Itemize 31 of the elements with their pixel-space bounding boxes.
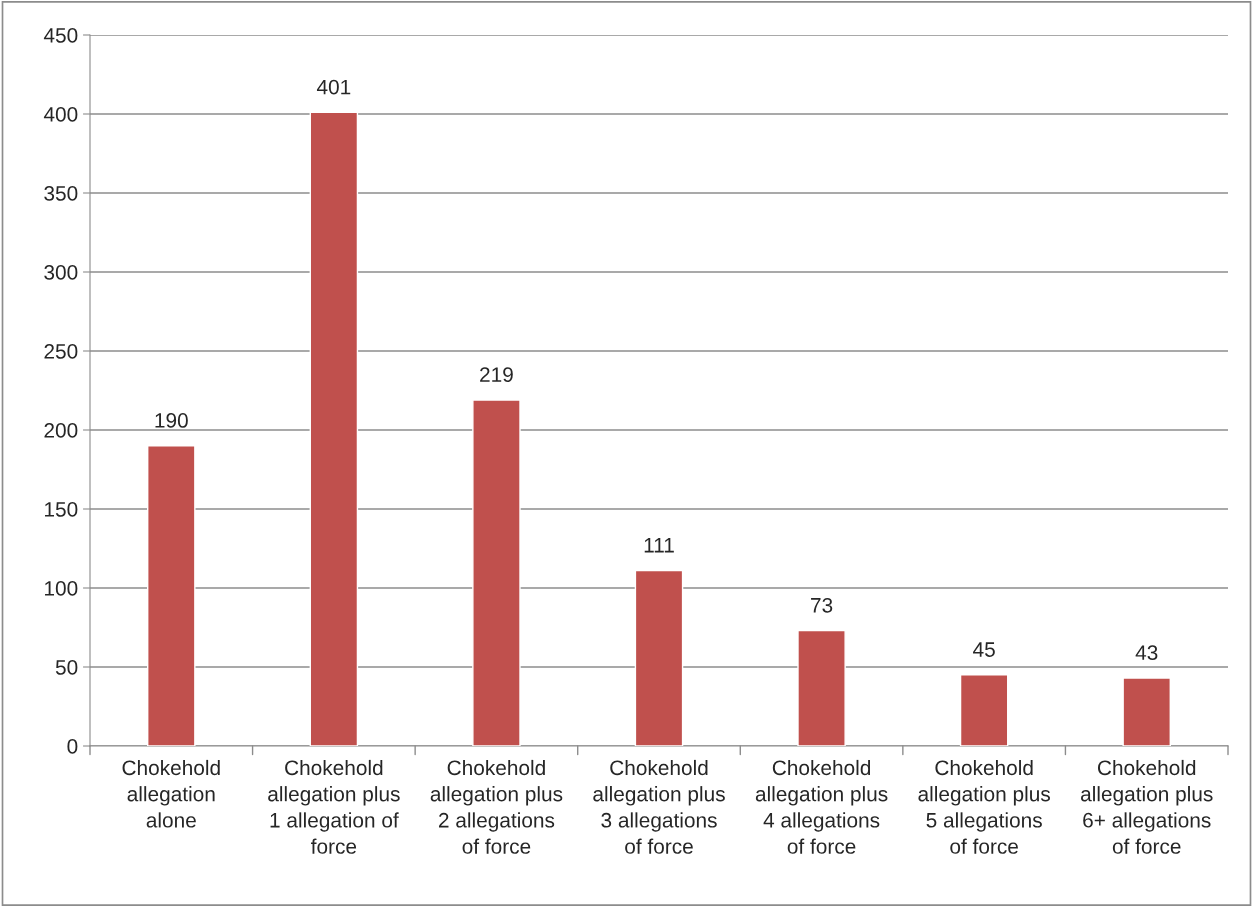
- data-label: 190: [155, 413, 188, 428]
- y-tick-label: 300: [44, 265, 78, 280]
- x-tick-label: Chokehold allegation plus 1 allegation of force: [268, 759, 400, 854]
- bar: [1122, 677, 1171, 746]
- y-tick-label: 50: [55, 660, 78, 675]
- data-label: 43: [1135, 645, 1158, 661]
- bar: [147, 445, 196, 746]
- data-label: 45: [973, 642, 995, 657]
- y-tick-label: 350: [44, 186, 78, 201]
- data-label: 73: [811, 597, 833, 613]
- x-tick-label: Chokehold allegation plus 2 allegations of force: [430, 759, 563, 854]
- x-tick-label: Chokehold allegation plus 6+ allegations of force: [1081, 759, 1213, 854]
- y-tick-label: 0: [67, 739, 78, 754]
- x-tick-label: Chokehold allegation plus 5 allegations of force: [918, 759, 1050, 854]
- bar: [959, 674, 1009, 746]
- bar: [797, 629, 846, 746]
- y-tick-label: 250: [44, 344, 78, 359]
- bar: [309, 111, 359, 746]
- y-tick-label: 200: [44, 423, 78, 438]
- x-tick-label: Chokehold allegation alone: [122, 759, 220, 828]
- data-label: 401: [316, 79, 351, 95]
- x-tick-label: Chokehold allegation plus 3 allegations of force: [593, 759, 725, 854]
- y-tick-label: 100: [45, 581, 78, 596]
- x-tick-label: Chokehold allegation plus 4 allegations of force: [755, 759, 888, 854]
- bar: [472, 399, 521, 746]
- y-tick-label: 450: [43, 28, 78, 43]
- bar: [634, 569, 684, 746]
- y-tick-label: 400: [43, 107, 78, 122]
- data-label: 219: [480, 367, 513, 382]
- data-label: 111: [644, 538, 674, 553]
- y-tick-label: 150: [45, 502, 78, 517]
